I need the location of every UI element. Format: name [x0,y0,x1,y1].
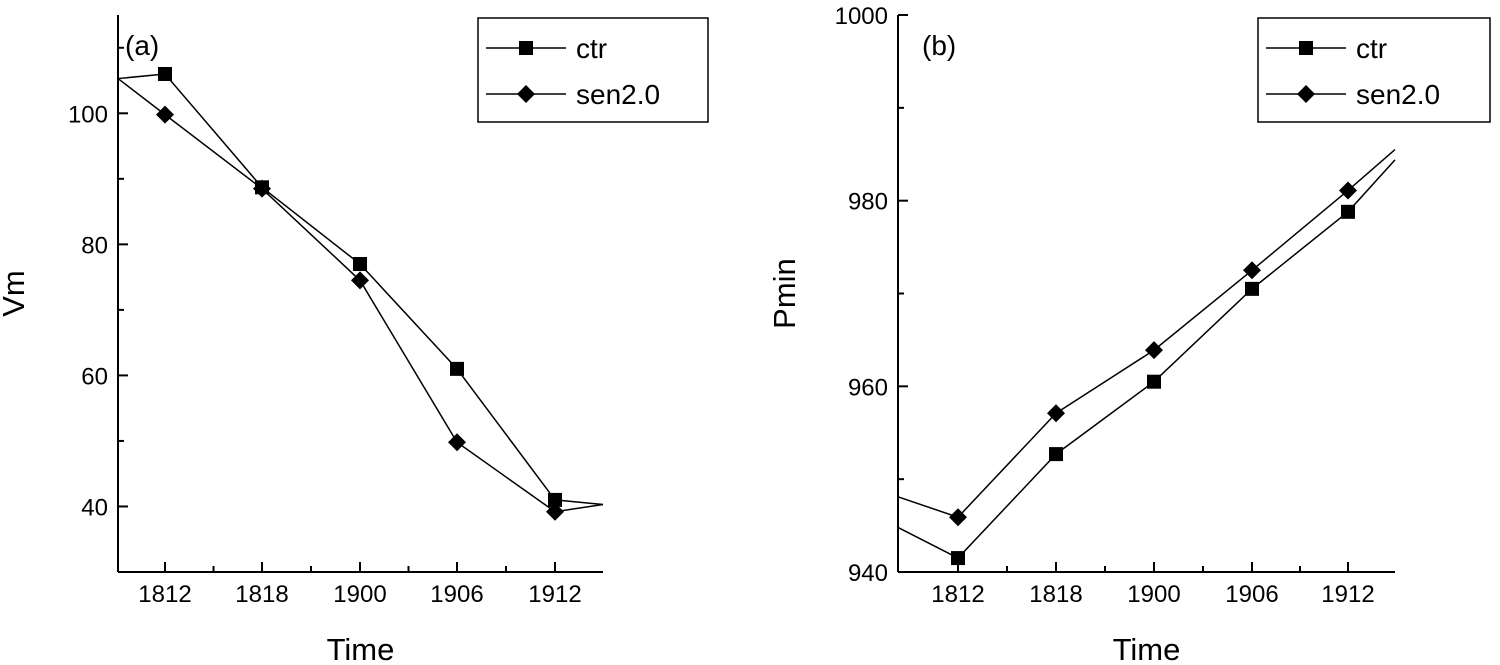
data-point [1245,281,1259,296]
legend-label: ctr [1356,33,1387,64]
series-line [897,149,1396,519]
legend-marker [517,85,535,103]
y-tick-label: 940 [848,560,888,587]
x-tick-label: 1900 [333,581,386,608]
series-line [897,159,1396,559]
legend-marker [1299,41,1313,55]
y-tick-label: 80 [81,232,108,259]
data-point [1145,341,1163,360]
data-point [1047,404,1065,423]
legend-marker [519,41,533,55]
data-point [1243,261,1261,280]
legend-label: ctr [576,33,607,64]
data-point [353,257,367,272]
data-point [450,361,464,376]
data-point [949,508,967,527]
y-tick-label: 1000 [835,3,888,30]
x-tick-label: 1818 [1029,581,1082,608]
x-axis-title: Time [327,632,395,665]
data-point [158,66,172,81]
panel-a: 40 60 80 100 1812 1818 1900 1906 1912 Time Vm (a) ct… [0,15,709,665]
y-tick-label: 960 [848,374,888,401]
legend: ctr sen2.0 [477,17,709,123]
x-tick-label: 1912 [1321,581,1374,608]
panel-b: 940 960 980 1000 1812 1818 1900 1906 1912 Time Pmi… [767,3,1491,665]
data-point [1341,204,1355,219]
series-ctr [897,159,1396,566]
series-sen2.0 [897,149,1396,527]
y-tick-label: 40 [81,494,108,521]
legend-label: sen2.0 [1356,79,1440,110]
data-point [1049,447,1063,462]
x-tick-label: 1818 [235,581,288,608]
y-tick-label: 100 [68,101,108,128]
legend-box [477,17,709,123]
data-point [951,551,965,566]
x-tick-label: 1812 [138,581,191,608]
series-sen2.0 [117,77,604,521]
x-tick-label: 1906 [1225,581,1278,608]
panel-label: (b) [922,30,956,61]
y-tick-label: 60 [81,363,108,390]
series-line [117,77,604,513]
legend-label: sen2.0 [576,79,660,110]
data-point [448,433,466,452]
panel-label: (a) [125,30,159,61]
y-axis-title: Vm [0,270,31,317]
data-point [548,492,562,507]
x-tick-label: 1912 [528,581,581,608]
x-axis-title: Time [1113,632,1181,665]
data-point [351,271,369,290]
y-tick-label: 980 [848,189,888,216]
x-tick-label: 1906 [430,581,483,608]
legend-marker [1297,85,1315,103]
x-tick-label: 1900 [1127,581,1180,608]
data-point [156,105,174,124]
data-point [253,179,271,198]
y-axis-title: Pmin [767,258,802,329]
legend-box [1257,17,1491,123]
series-line [117,73,604,506]
legend: ctr sen2.0 [1257,17,1491,123]
data-point [1147,374,1161,389]
data-point [1339,181,1357,200]
data-point [546,502,564,521]
x-tick-label: 1812 [931,581,984,608]
